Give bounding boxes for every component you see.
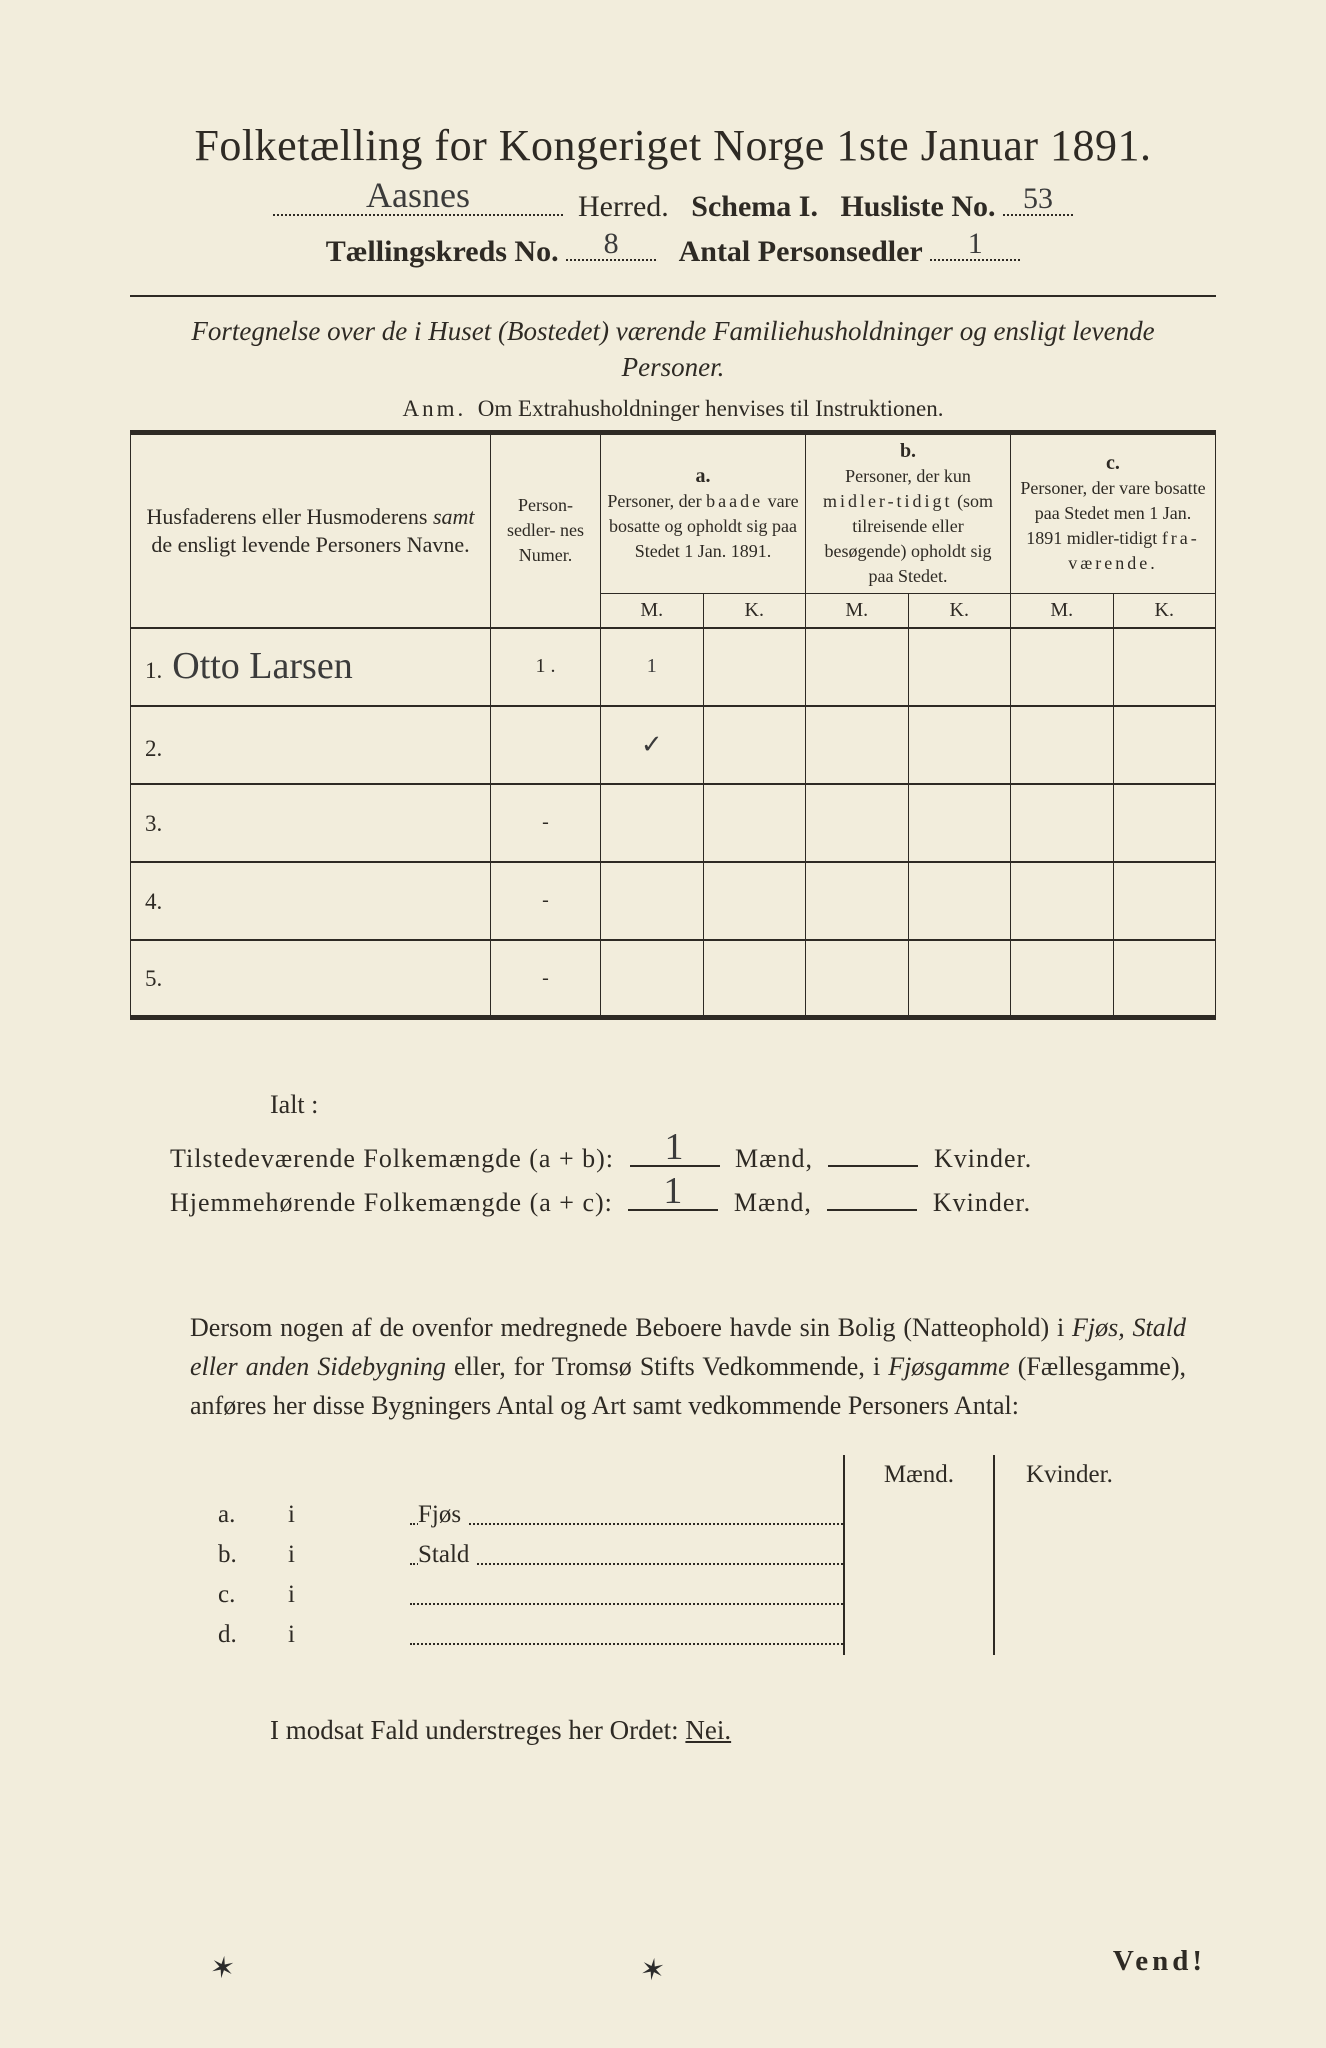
husliste-label: Husliste No. [840, 190, 995, 223]
table-row: 4. - [131, 862, 1216, 940]
col-c-k: K. [1113, 593, 1216, 628]
sum-ac-kvinder-field [827, 1191, 917, 1212]
table-body: 1.Otto Larsen 1 . 1 2. ✓ 3. - [131, 628, 1216, 1018]
divider [130, 295, 1216, 297]
nei-word: Nei. [685, 1715, 731, 1745]
building-table: Mænd. Kvinder. a. i Fjøs b. i Stald c. i… [210, 1455, 1144, 1655]
table-row: 5. - [131, 940, 1216, 1018]
kreds-field: 8 [566, 234, 656, 261]
col-c-m: M. [1011, 593, 1114, 628]
archive-mark-icon: ✶ [208, 1949, 238, 1987]
building-paragraph: Dersom nogen af de ovenfor medregnede Be… [190, 1308, 1186, 1425]
header-line-2: Aasnes Herred. Schema I. Husliste No. 53 [130, 189, 1216, 224]
herred-field: Aasnes [273, 189, 563, 216]
side-row: d. i [210, 1615, 1144, 1655]
antal-field: 1 [930, 234, 1020, 261]
sum-ab-kvinder-field [828, 1147, 918, 1168]
col-header-a: a. Personer, der baade vare bosatte og o… [601, 435, 806, 594]
col-a-m: M. [601, 593, 704, 628]
table-row: 2. ✓ [131, 706, 1216, 784]
kreds-handwritten: 8 [604, 227, 619, 261]
sum-line-ab: Tilstedeværende Folkemængde (a + b): 1 M… [170, 1144, 1216, 1174]
side-col-kvinder: Kvinder. [994, 1455, 1144, 1495]
vend-label: Vend! [1113, 1945, 1206, 1978]
census-form-page: Folketælling for Kongeriget Norge 1ste J… [0, 0, 1326, 2048]
anm-prefix: Anm. [403, 396, 467, 421]
sum-ac-maend-field: 1 [628, 1191, 718, 1212]
husliste-field: 53 [1003, 189, 1073, 216]
herred-handwritten: Aasnes [366, 174, 470, 216]
ialt-label: Ialt : [270, 1090, 1216, 1120]
form-subheading: Fortegnelse over de i Huset (Bostedet) v… [180, 313, 1166, 386]
antal-label: Antal Personsedler [679, 235, 923, 268]
col-b-m: M. [806, 593, 909, 628]
herred-label: Herred. [578, 190, 669, 223]
col-a-k: K. [703, 593, 806, 628]
side-row: b. i Stald [210, 1535, 1144, 1575]
anm-line: Anm. Om Extrahusholdninger henvises til … [130, 396, 1216, 422]
anm-text: Om Extrahusholdninger henvises til Instr… [478, 396, 944, 421]
sum-ab-maend-field: 1 [630, 1147, 720, 1168]
col-header-name: Husfaderens eller Husmoderens samt de en… [131, 435, 491, 628]
kreds-label: Tællingskreds No. [326, 235, 559, 268]
table-row: 3. - [131, 784, 1216, 862]
antal-handwritten: 1 [968, 227, 983, 261]
page-title: Folketælling for Kongeriget Norge 1ste J… [130, 120, 1216, 171]
schema-label: Schema I. [691, 190, 818, 223]
header-line-3: Tællingskreds No. 8 Antal Personsedler 1 [130, 234, 1216, 269]
col-header-numer: Person- sedler- nes Numer. [491, 435, 601, 628]
table-row: 1.Otto Larsen 1 . 1 [131, 628, 1216, 706]
husliste-handwritten: 53 [1023, 182, 1053, 216]
archive-mark-icon: ✶ [638, 1951, 668, 1989]
side-row: c. i [210, 1575, 1144, 1615]
col-b-k: K. [908, 593, 1011, 628]
nei-line: I modsat Fald understreges her Ordet: Ne… [270, 1715, 1216, 1746]
col-header-c: c. Personer, der vare bosatte paa Stedet… [1011, 435, 1216, 594]
side-row: a. i Fjøs [210, 1495, 1144, 1535]
side-col-maend: Mænd. [844, 1455, 994, 1495]
main-table: Husfaderens eller Husmoderens samt de en… [130, 435, 1216, 1021]
sum-line-ac: Hjemmehørende Folkemængde (a + c): 1 Mæn… [170, 1188, 1216, 1218]
col-header-b: b. Personer, der kun midler-tidigt (som … [806, 435, 1011, 594]
